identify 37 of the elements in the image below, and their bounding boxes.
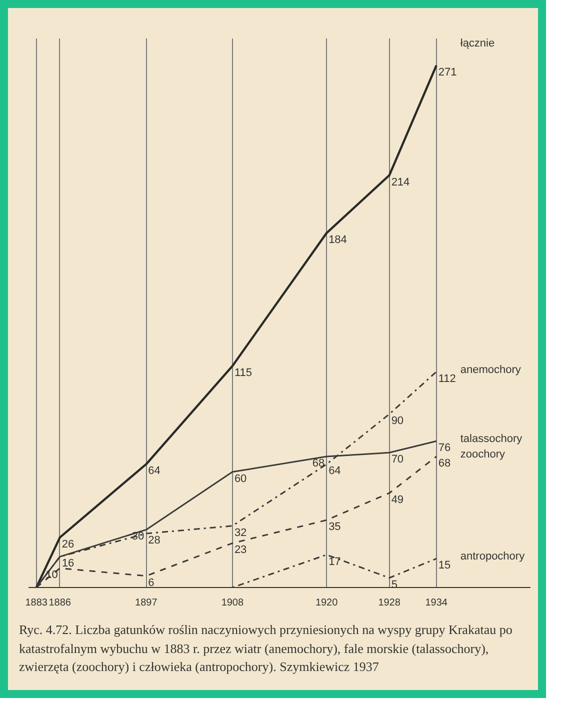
- text: anemochory: [460, 364, 522, 376]
- text: zoochory: [460, 448, 506, 461]
- x-tick-label: 1897: [135, 598, 158, 608]
- data-label: 23: [234, 544, 247, 556]
- data-label: 6: [148, 576, 154, 589]
- data-label: 70: [391, 454, 404, 466]
- data-label: 32: [234, 526, 247, 539]
- text: talassochory: [460, 433, 523, 446]
- data-label: 64: [328, 465, 341, 478]
- data-label: 64: [148, 465, 160, 478]
- text: Ryc. 4.72. Liczba gatunków roślin naczyniowych przyniesionych na wyspy grupy Krakatau po katastrofalnym wybuchu w 1883 r. przez wiatr (anemochory), fale morskie (talassochory), zwierzęta (zoochory) i człowieka (antropochory). Szymkiewicz 1937: [19, 621, 514, 676]
- data-label: 30: [132, 530, 144, 543]
- data-label: 17: [328, 556, 341, 568]
- data-label: 68: [438, 458, 451, 470]
- text: łącznie: [460, 37, 495, 50]
- data-label: 28: [148, 534, 160, 547]
- x-tick-label: 1886: [48, 598, 72, 608]
- data-label: 26: [62, 538, 74, 550]
- data-label: 184: [328, 234, 347, 246]
- data-label: 112: [438, 372, 456, 385]
- data-label: 90: [391, 415, 404, 428]
- data-label: 49: [391, 494, 404, 506]
- data-label: 76: [438, 442, 451, 454]
- data-label: 115: [234, 366, 252, 379]
- text: antropochory: [460, 550, 526, 563]
- data-label: 214: [391, 176, 410, 188]
- data-label: 15: [438, 560, 451, 572]
- x-tick-label: 1934: [425, 598, 448, 608]
- data-label: 68: [312, 458, 325, 470]
- x-tick-label: 1920: [315, 598, 338, 608]
- x-tick-label: 1928: [378, 598, 401, 608]
- data-label: 271: [438, 66, 457, 78]
- data-label: 60: [234, 472, 247, 485]
- x-tick-label: 1908: [221, 598, 244, 608]
- data-label: 35: [328, 521, 341, 534]
- x-tick-label: 1883: [25, 598, 48, 608]
- data-label: 16: [62, 558, 74, 570]
